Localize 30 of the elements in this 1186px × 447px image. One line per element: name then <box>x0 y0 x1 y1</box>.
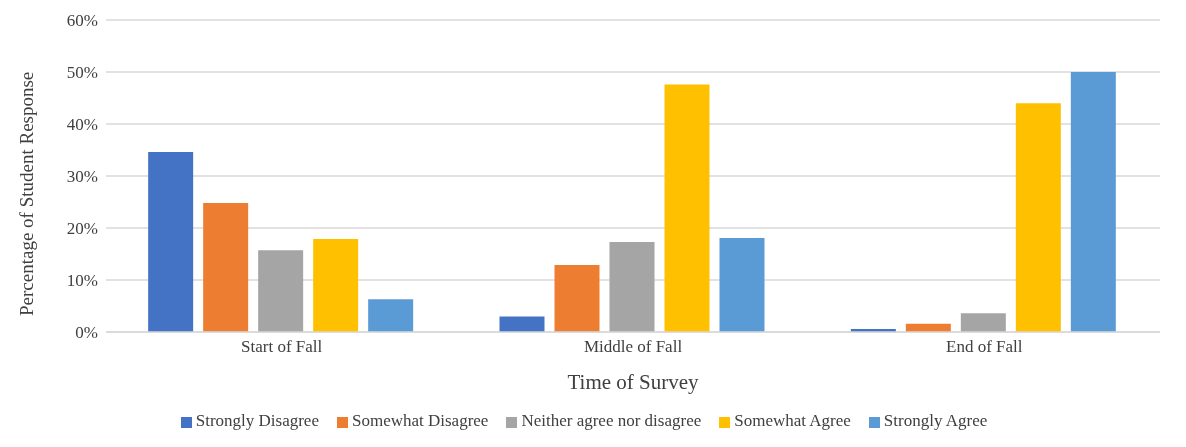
bar <box>258 250 304 332</box>
x-tick-label: Start of Fall <box>241 337 323 357</box>
y-tick-label: 60% <box>66 11 98 31</box>
bar <box>554 264 600 332</box>
bar <box>1015 103 1061 332</box>
bar <box>719 237 765 332</box>
x-tick-label: Middle of Fall <box>583 337 683 357</box>
y-tick-label: 20% <box>66 219 98 239</box>
bar <box>499 316 545 332</box>
bar <box>960 313 1006 332</box>
bar <box>609 242 655 332</box>
y-tick-label: 0% <box>75 323 98 343</box>
y-tick-label: 10% <box>66 271 98 291</box>
x-axis-title: Time of Survey <box>567 370 700 394</box>
bar <box>664 84 710 332</box>
bar <box>368 299 414 332</box>
bar <box>203 203 249 332</box>
legend-label: Somewhat Agree <box>734 411 851 430</box>
bar <box>1070 72 1116 332</box>
y-axis-title: Percentage of Student Response <box>15 71 37 316</box>
x-tick-label: End of Fall <box>946 337 1023 357</box>
legend-label: Strongly Agree <box>883 411 988 430</box>
legend-label: Somewhat Disagree <box>351 411 489 430</box>
legend-label: Strongly Disagree <box>195 411 319 430</box>
y-tick-label: 40% <box>66 115 98 135</box>
bar <box>313 238 359 332</box>
legend-label: Neither agree nor disagree <box>521 411 702 430</box>
bar <box>148 152 194 332</box>
y-tick-label: 30% <box>66 167 98 187</box>
y-tick-label: 50% <box>66 63 98 83</box>
